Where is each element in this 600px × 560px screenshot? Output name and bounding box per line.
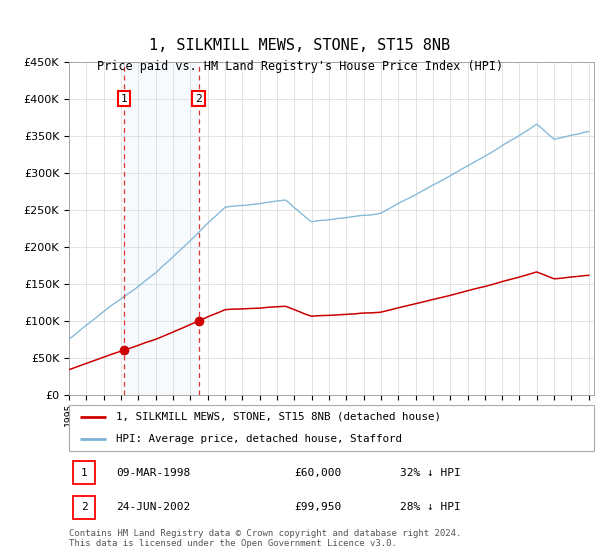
Text: Price paid vs. HM Land Registry's House Price Index (HPI): Price paid vs. HM Land Registry's House … xyxy=(97,60,503,73)
Text: £60,000: £60,000 xyxy=(295,468,342,478)
Text: 1, SILKMILL MEWS, STONE, ST15 8NB: 1, SILKMILL MEWS, STONE, ST15 8NB xyxy=(149,38,451,53)
Text: 1, SILKMILL MEWS, STONE, ST15 8NB (detached house): 1, SILKMILL MEWS, STONE, ST15 8NB (detac… xyxy=(116,412,441,422)
Text: HPI: Average price, detached house, Stafford: HPI: Average price, detached house, Staf… xyxy=(116,434,402,444)
Text: 32% ↓ HPI: 32% ↓ HPI xyxy=(400,468,461,478)
Text: 1: 1 xyxy=(121,94,128,104)
Text: 1: 1 xyxy=(81,468,88,478)
Text: 2: 2 xyxy=(195,94,202,104)
Text: 2: 2 xyxy=(81,502,88,512)
Text: £99,950: £99,950 xyxy=(295,502,342,512)
Text: Contains HM Land Registry data © Crown copyright and database right 2024.
This d: Contains HM Land Registry data © Crown c… xyxy=(69,529,461,548)
Bar xyxy=(124,62,199,395)
Bar xyxy=(73,461,95,484)
Text: 09-MAR-1998: 09-MAR-1998 xyxy=(116,468,191,478)
Text: 24-JUN-2002: 24-JUN-2002 xyxy=(116,502,191,512)
Bar xyxy=(73,496,95,519)
Text: 28% ↓ HPI: 28% ↓ HPI xyxy=(400,502,461,512)
